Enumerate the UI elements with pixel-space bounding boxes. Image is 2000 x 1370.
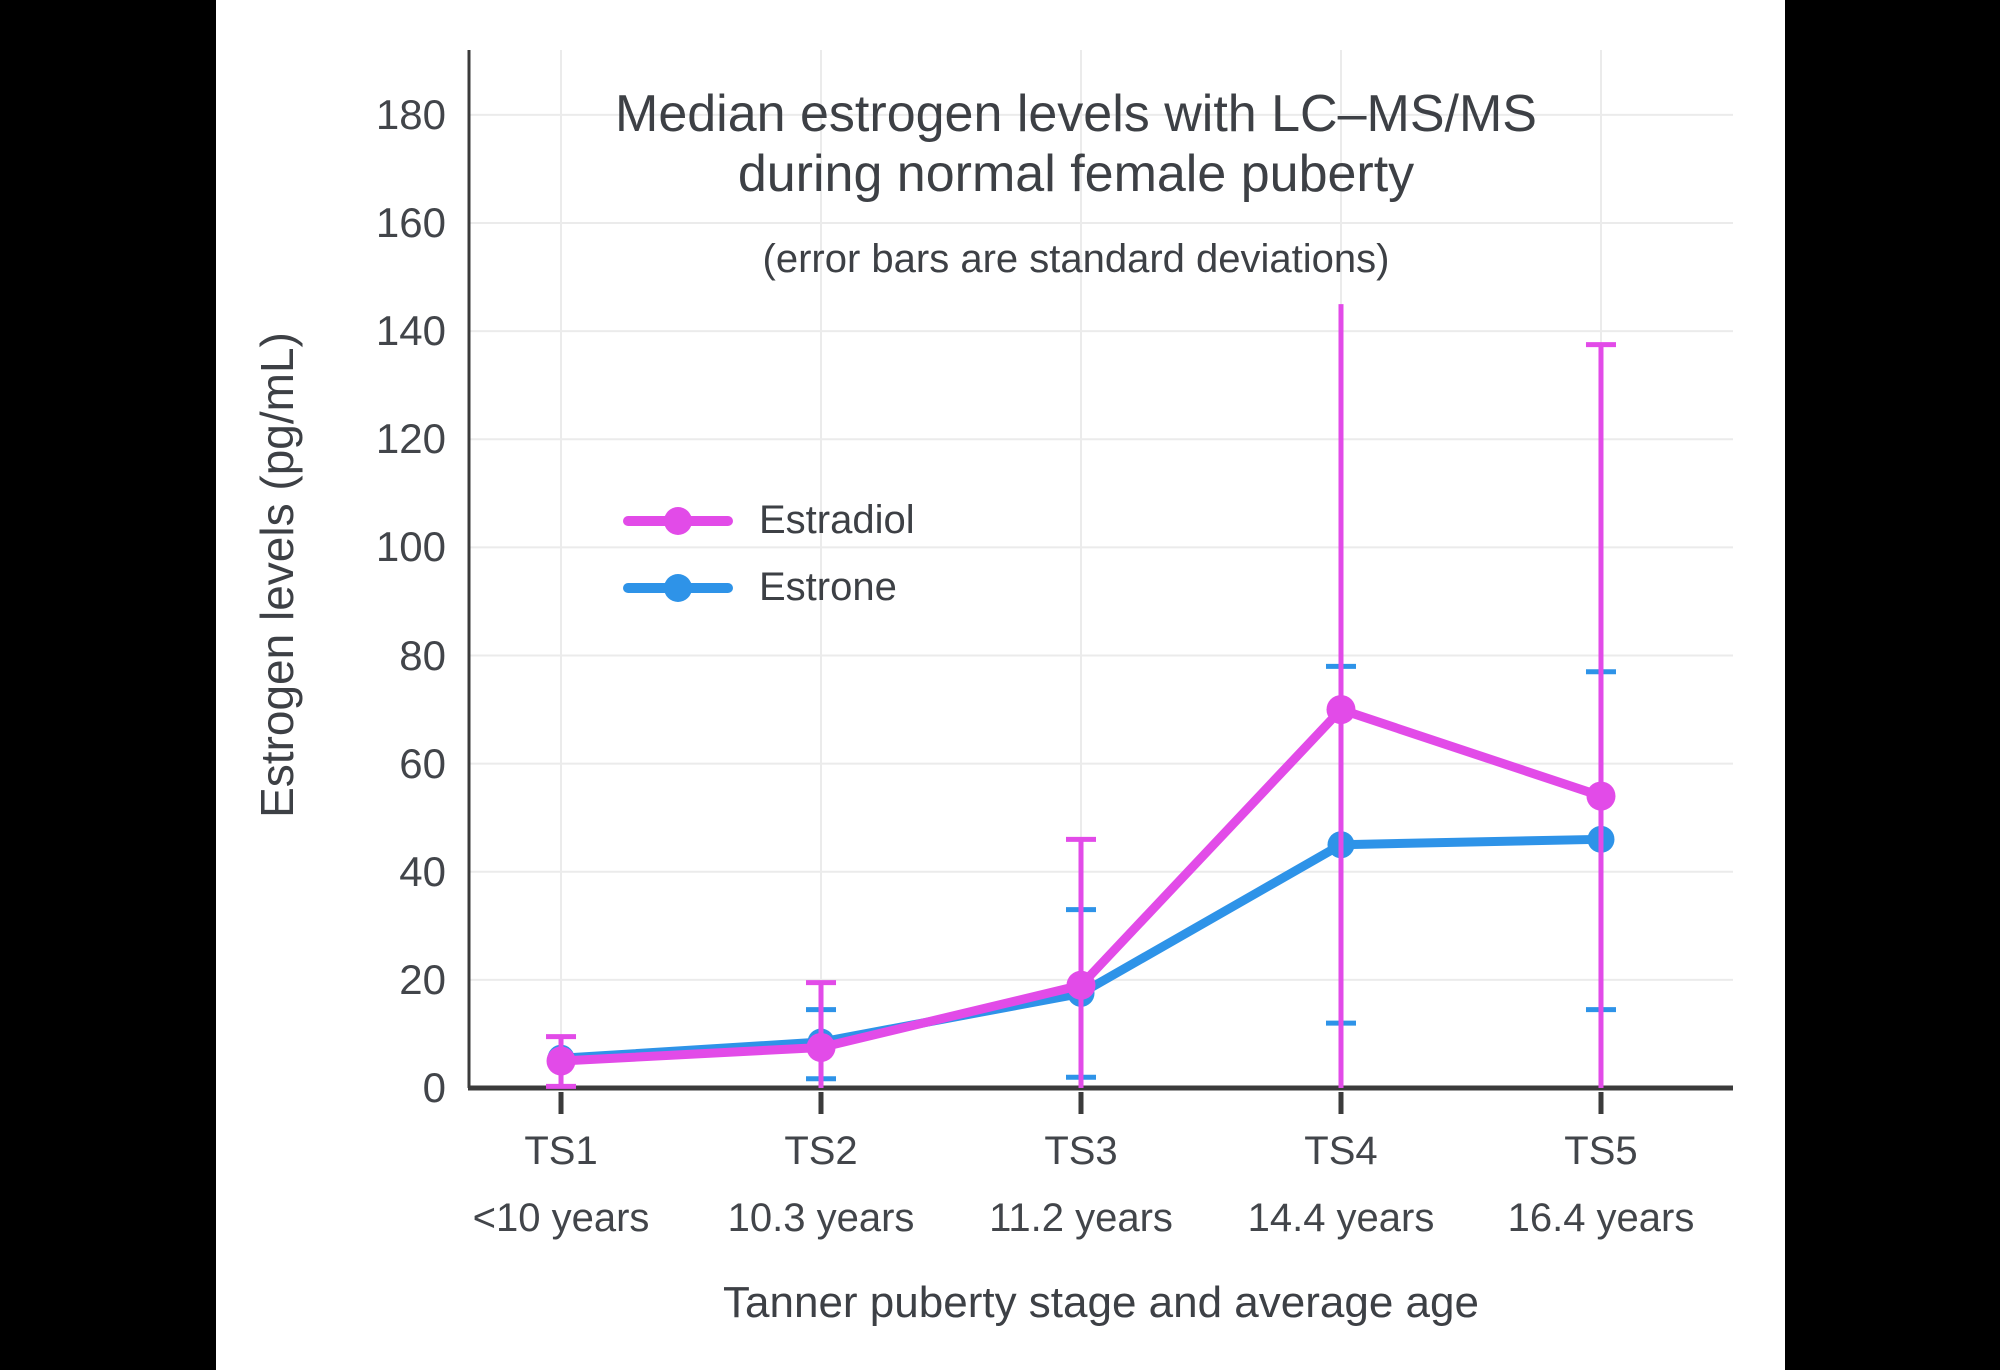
series-marker-estradiol-TS5	[1586, 781, 1616, 811]
x-tick-stage-label-TS1: TS1	[524, 1129, 598, 1173]
x-tick-age-label-TS3: 11.2 years	[989, 1196, 1173, 1240]
y-tick-label-120: 120	[375, 415, 446, 463]
plot-area	[467, 50, 1733, 1114]
x-axis-title: Tanner puberty stage and average age	[723, 1278, 1479, 1327]
y-tick-label-60: 60	[399, 739, 446, 787]
y-axis-title: Estrogen levels (pg/mL)	[251, 332, 303, 818]
y-tick-label-80: 80	[399, 631, 446, 679]
chart-canvas: 0 20 40 60 80 100 120 140 160 180 TS1 <10 years TS2…	[216, 0, 1785, 1370]
legend-label-estrone: Estrone	[759, 565, 897, 609]
x-tick-age-label-TS1: <10 years	[472, 1196, 650, 1240]
estrone-marker-icon	[664, 573, 692, 602]
series-marker-estradiol-TS1	[546, 1046, 576, 1076]
y-tick-label-180: 180	[375, 90, 446, 138]
x-tick-age-label-TS5: 16.4 years	[1507, 1196, 1695, 1240]
legend-item-estradiol: Estradiol	[623, 487, 915, 554]
legend: Estradiol Estrone	[623, 487, 915, 621]
x-tick-stage-label-TS5: TS5	[1564, 1129, 1638, 1173]
estradiol-marker-icon	[664, 506, 692, 535]
y-tick-label-100: 100	[375, 523, 446, 571]
x-tick-stage-label-TS4: TS4	[1304, 1129, 1378, 1173]
chart-subtitle: (error bars are standard deviations)	[762, 237, 1390, 281]
y-tick-label-160: 160	[375, 199, 446, 246]
estradiol-line-swatch	[623, 506, 733, 535]
x-tick-stage-label-TS3: TS3	[1044, 1129, 1118, 1173]
series-marker-estradiol-TS3	[1066, 970, 1096, 1000]
y-tick-label-20: 20	[399, 955, 446, 1003]
x-tick-stage-label-TS2: TS2	[784, 1129, 858, 1173]
chart-title-line1: Median estrogen levels with LC–MS/MS	[615, 85, 1537, 143]
legend-item-estrone: Estrone	[623, 554, 915, 621]
letterbox-right	[1785, 0, 2000, 1370]
y-tick-label-0: 0	[422, 1064, 446, 1111]
letterbox-left	[0, 0, 216, 1370]
y-tick-label-140: 140	[375, 307, 446, 355]
chart-title-line2: during normal female puberty	[737, 145, 1415, 203]
x-tick-age-label-TS2: 10.3 years	[727, 1196, 915, 1240]
series-marker-estradiol-TS4	[1326, 695, 1356, 725]
series-marker-estradiol-TS2	[806, 1032, 836, 1062]
estrone-line-swatch	[623, 573, 733, 602]
y-tick-label-40: 40	[399, 847, 446, 895]
legend-label-estradiol: Estradiol	[759, 498, 915, 542]
chart-title: Median estrogen levels with LC–MS/MS dur…	[456, 84, 1696, 204]
x-tick-age-label-TS4: 14.4 years	[1247, 1196, 1435, 1240]
